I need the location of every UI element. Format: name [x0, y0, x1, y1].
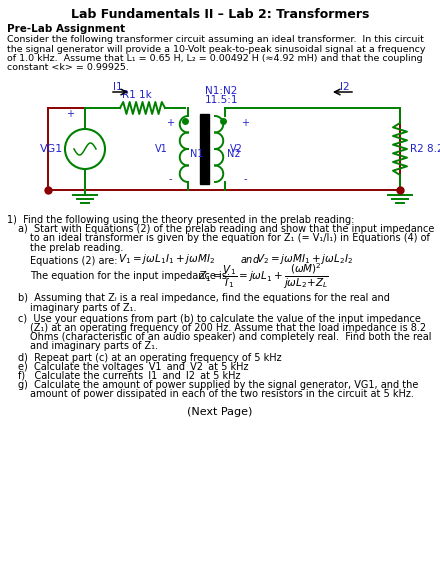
Text: and imaginary parts of Z₁.: and imaginary parts of Z₁. [30, 341, 158, 352]
Text: $and$: $and$ [240, 253, 260, 265]
Text: a)  Start with Equations (2) of the prelab reading and show that the input imped: a) Start with Equations (2) of the prela… [18, 224, 434, 234]
Text: -: - [168, 174, 172, 184]
Text: d)  Repeat part (c) at an operating frequency of 5 kHz: d) Repeat part (c) at an operating frequ… [18, 353, 282, 362]
Text: $V_1 = j\omega L_1 I_1 +j\omega M I_2$: $V_1 = j\omega L_1 I_1 +j\omega M I_2$ [118, 252, 215, 266]
Text: R2 8.2: R2 8.2 [410, 144, 440, 154]
Text: I2: I2 [340, 82, 350, 92]
Text: V2: V2 [231, 144, 243, 154]
Text: (Z₁) at an operating frequency of 200 Hz. Assume that the load impedance is 8.2: (Z₁) at an operating frequency of 200 Hz… [30, 323, 426, 333]
Text: of 1.0 kHz.  Assume that L₁ = 0.65 H, L₂ = 0.00492 H (≈4.92 mH) and that the cou: of 1.0 kHz. Assume that L₁ = 0.65 H, L₂ … [7, 54, 423, 63]
Text: I1: I1 [113, 82, 123, 92]
Text: +: + [166, 118, 174, 128]
Text: The equation for the input impedance is:: The equation for the input impedance is: [30, 271, 233, 281]
Text: Equations (2) are:: Equations (2) are: [30, 256, 124, 266]
Text: $Z_1 = \dfrac{V_1}{I_1} = j\omega L_1 + \dfrac{(\omega M)^2}{j\omega L_2{+}Z_L}$: $Z_1 = \dfrac{V_1}{I_1} = j\omega L_1 + … [198, 261, 329, 290]
Text: VG1: VG1 [40, 144, 63, 154]
Text: Ohms (characteristic of an audio speaker) and completely real.  Find both the re: Ohms (characteristic of an audio speaker… [30, 332, 432, 342]
Text: N2: N2 [227, 149, 241, 159]
Text: f)   Calculate the currents  I1  and  I2  at 5 kHz: f) Calculate the currents I1 and I2 at 5… [18, 371, 241, 381]
Text: constant <k> = 0.99925.: constant <k> = 0.99925. [7, 64, 129, 73]
Bar [200, 114, 209, 184]
Text: +: + [66, 109, 74, 119]
Text: b)  Assuming that Zₗ is a real impedance, find the equations for the real and: b) Assuming that Zₗ is a real impedance,… [18, 294, 390, 303]
Text: V1: V1 [155, 144, 168, 154]
Text: Consider the following transformer circuit assuming an ideal transformer.  In th: Consider the following transformer circu… [7, 35, 424, 44]
Text: amount of power dissipated in each of the two resistors in the circuit at 5 kHz.: amount of power dissipated in each of th… [30, 390, 414, 399]
Text: c)  Use your equations from part (b) to calculate the value of the input impedan: c) Use your equations from part (b) to c… [18, 314, 421, 324]
Text: to an ideal transformer is given by the equation for Z₁ (= V₁/I₁) in Equations (: to an ideal transformer is given by the … [30, 233, 430, 244]
Text: R1 1k: R1 1k [122, 90, 152, 100]
Text: e)  Calculate the voltages  V1  and  V2  at 5 kHz: e) Calculate the voltages V1 and V2 at 5… [18, 362, 249, 372]
Text: Pre-Lab Assignment: Pre-Lab Assignment [7, 24, 125, 34]
Text: Lab Fundamentals II – Lab 2: Transformers: Lab Fundamentals II – Lab 2: Transformer… [71, 8, 369, 21]
Text: the prelab reading.: the prelab reading. [30, 243, 123, 253]
Text: N1:N2: N1:N2 [205, 86, 238, 96]
Text: $V_2 = j\omega M I_1 +j\omega L_2 I_2$: $V_2 = j\omega M I_1 +j\omega L_2 I_2$ [256, 252, 353, 266]
Text: 1)  Find the following using the theory presented in the prelab reading:: 1) Find the following using the theory p… [7, 215, 354, 225]
Text: the signal generator will provide a 10-Volt peak-to-peak sinusoidal signal at a : the signal generator will provide a 10-V… [7, 44, 425, 53]
Text: (Next Page): (Next Page) [187, 407, 253, 416]
Text: g)  Calculate the amount of power supplied by the signal generator, VG1, and the: g) Calculate the amount of power supplie… [18, 380, 418, 390]
Text: +: + [241, 118, 249, 128]
Text: N1: N1 [190, 149, 203, 159]
Text: -: - [243, 174, 247, 184]
Text: 11.5:1: 11.5:1 [205, 95, 238, 105]
Text: imaginary parts of Z₁.: imaginary parts of Z₁. [30, 303, 136, 312]
